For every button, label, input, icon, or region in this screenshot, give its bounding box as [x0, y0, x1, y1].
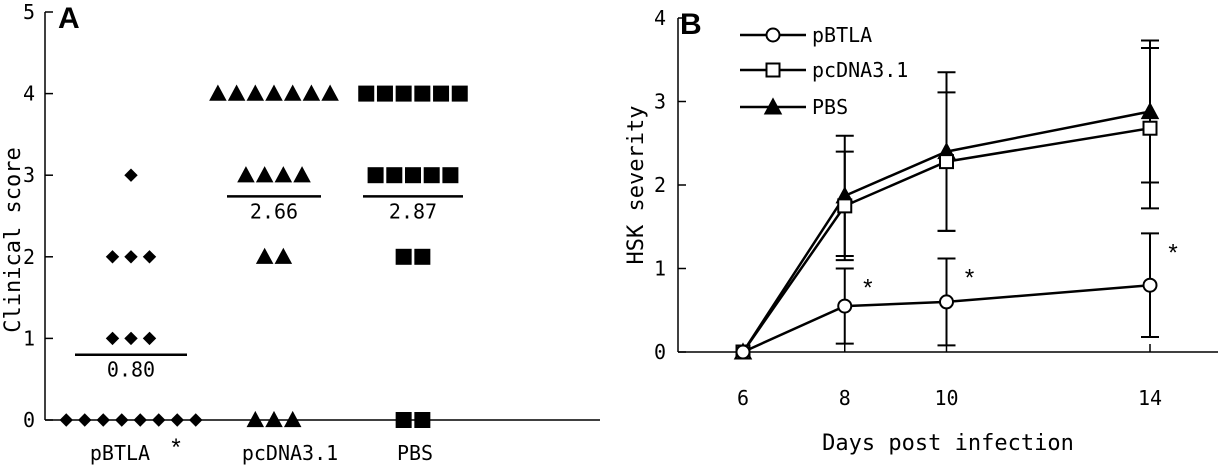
panel-a-point-pbs	[423, 167, 440, 184]
panel-a-point-pcdna31	[237, 166, 255, 183]
panel-a-significance-star: *	[171, 434, 180, 461]
panel-a-point-pbtla	[96, 413, 110, 427]
panel-a-mean-label: 2.66	[250, 199, 298, 223]
panel-a-point-pbs	[395, 85, 412, 102]
panel-b-significance-star: *	[965, 264, 974, 291]
panel-a-point-pbtla	[189, 413, 203, 427]
panel-a-x-tick-label: PBS	[397, 441, 433, 465]
panel-b-line-pbtla	[742, 283, 1151, 354]
panel-a-point-pbs	[395, 412, 412, 428]
panel-b-point-pbtla	[939, 294, 954, 310]
panel-a-point-pbs	[414, 85, 431, 102]
panel-a-y-tick-label: 3	[23, 163, 35, 187]
panel-a-y-tick-label: 2	[23, 245, 35, 269]
panel-b-point-pcdna31	[939, 154, 954, 170]
panel-b-line-pbs	[741, 110, 1151, 353]
panel-a-mean-label: 0.80	[107, 358, 155, 382]
panel-b-point-pbtla	[1142, 277, 1158, 293]
panel-a-point-pbs	[386, 167, 403, 184]
panel-a-point-pcdna31	[283, 84, 302, 101]
panel-b-y-tick-label: 2	[654, 173, 666, 197]
panel-a-point-pcdna31	[274, 166, 293, 183]
panel-a-x-tick-label: pcDNA3.1	[242, 441, 338, 465]
panel-a-point-pbtla	[105, 250, 120, 264]
panel-a-point-pbs	[358, 85, 375, 102]
panel-a-point-pcdna31	[302, 84, 321, 101]
panel-a-point-pbtla	[142, 250, 157, 264]
legend-label-pbtla: pBTLA	[812, 23, 872, 47]
panel-a-y-tick-label: 1	[23, 326, 35, 350]
panel-a-point-pbs	[451, 85, 468, 102]
panel-a-point-pbs	[376, 85, 393, 102]
panel-b-x-tick-label: 6	[737, 386, 749, 410]
panel-b-label: B	[680, 8, 702, 41]
legend-marker-pbs	[763, 97, 783, 115]
panel-a-point-pcdna31	[265, 84, 283, 101]
panel-a-point-pbs	[414, 412, 431, 428]
panel-a-y-tick-label: 0	[23, 408, 35, 432]
panel-a-point-pbs	[442, 167, 459, 184]
panel-b-y-tick-label: 4	[654, 6, 666, 30]
panel-a-point-pbs	[405, 167, 421, 184]
panel-b-significance-star: *	[1168, 239, 1177, 266]
legend-label-pcdna31: pcDNA3.1	[812, 58, 908, 82]
panel-a-point-pbtla	[124, 331, 138, 346]
panel-a-point-pbtla	[105, 331, 120, 346]
panel-b-point-pbtla	[735, 344, 751, 360]
panel-a-y-tick-label: 5	[23, 0, 35, 24]
panel-b-y-tick-label: 3	[654, 90, 666, 114]
panel-a-point-pcdna31	[246, 410, 265, 428]
panel-b-point-pcdna31	[1142, 120, 1158, 136]
panel-a-point-pbs	[395, 248, 412, 265]
panel-a-point-pcdna31	[227, 84, 246, 101]
panel-a-point-pbtla	[124, 168, 138, 182]
panel-a-point-pbtla	[133, 413, 147, 427]
panel-b-y-tick-label: 1	[654, 257, 666, 281]
panel-b-x-tick-label: 14	[1138, 386, 1162, 410]
panel-a-point-pcdna31	[209, 84, 227, 101]
panel-b-x-axis-label: Days post infection	[822, 431, 1074, 456]
panel-a-point-pbtla	[78, 413, 92, 427]
panel-a-point-pbtla	[115, 413, 129, 427]
panel-a-label: A	[58, 2, 80, 35]
panel-a-point-pcdna31	[293, 166, 311, 183]
panel-b-line-pcdna31	[741, 126, 1151, 353]
panel-a-point-pbtla	[170, 413, 184, 427]
panel-a-point-pcdna31	[255, 247, 274, 264]
panel-b-significance-star: *	[863, 275, 872, 302]
panel-a-mean-label: 2.87	[389, 199, 437, 223]
panel-a-point-pbtla	[124, 250, 138, 264]
panel-b-y-axis-label: HSK severity	[624, 106, 649, 265]
panel-a-point-pcdna31	[246, 84, 265, 101]
panel-a-point-pcdna31	[274, 247, 293, 264]
legend-marker-pcdna31	[765, 62, 781, 78]
panel-b-point-pbtla	[837, 298, 853, 314]
legend-marker-pbtla	[765, 27, 781, 43]
panel-a-point-pbtla	[142, 331, 157, 346]
panel-a-y-tick-label: 4	[23, 82, 35, 106]
panel-b: B HSK severity Days post infection 0 1 2 3 4…	[624, 6, 1218, 456]
panel-a-point-pbtla	[152, 413, 166, 427]
panel-a-point-pbs	[433, 85, 450, 102]
panel-a-point-pcdna31	[255, 166, 274, 183]
panel-a-point-pbs	[367, 167, 384, 184]
panel-b-y-tick-label: 0	[654, 340, 666, 364]
panel-a-point-pcdna31	[321, 84, 339, 101]
panel-a-point-pbs	[414, 248, 431, 265]
panel-b-point-pcdna31	[837, 198, 853, 214]
panel-b-x-tick-label: 8	[839, 386, 851, 410]
panel-a-point-pbtla	[59, 413, 73, 427]
panel-b-x-tick-label: 10	[934, 386, 958, 410]
panel-a: A Clinical score 0 1 2 3 4 5 0.80 pBTLA * 2.66 pcD…	[1, 0, 600, 465]
legend-label-pbs: PBS	[812, 95, 848, 119]
panel-a-y-axis-label: Clinical score	[1, 147, 26, 332]
panel-a-point-pcdna31	[283, 410, 302, 428]
panel-a-x-tick-label: pBTLA	[90, 441, 150, 465]
panel-a-point-pcdna31	[265, 410, 283, 428]
